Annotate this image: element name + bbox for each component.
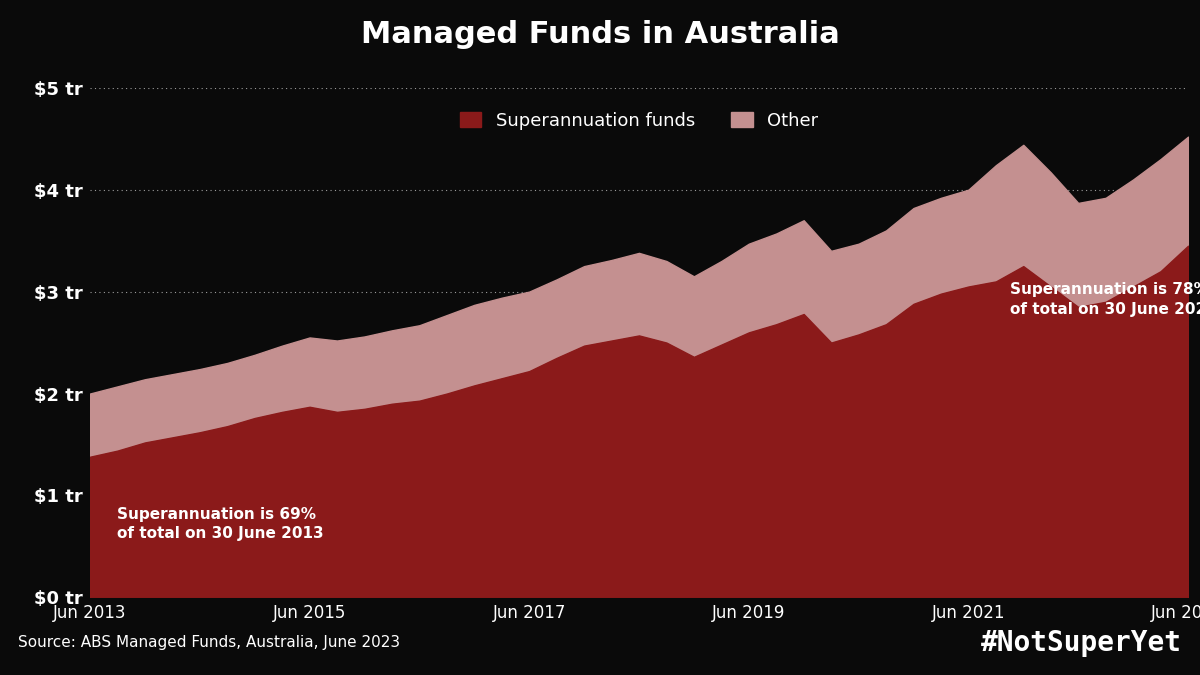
Text: #NotSuperYet: #NotSuperYet [982, 629, 1182, 657]
Text: Superannuation is 69%
of total on 30 June 2013: Superannuation is 69% of total on 30 Jun… [118, 506, 324, 541]
Text: Superannuation is 78%
of total on 30 June 2023: Superannuation is 78% of total on 30 Jun… [1009, 282, 1200, 317]
Text: Source: ABS Managed Funds, Australia, June 2023: Source: ABS Managed Funds, Australia, Ju… [18, 635, 400, 651]
Text: Managed Funds in Australia: Managed Funds in Australia [361, 20, 839, 49]
Legend: Superannuation funds, Other: Superannuation funds, Other [460, 112, 818, 130]
